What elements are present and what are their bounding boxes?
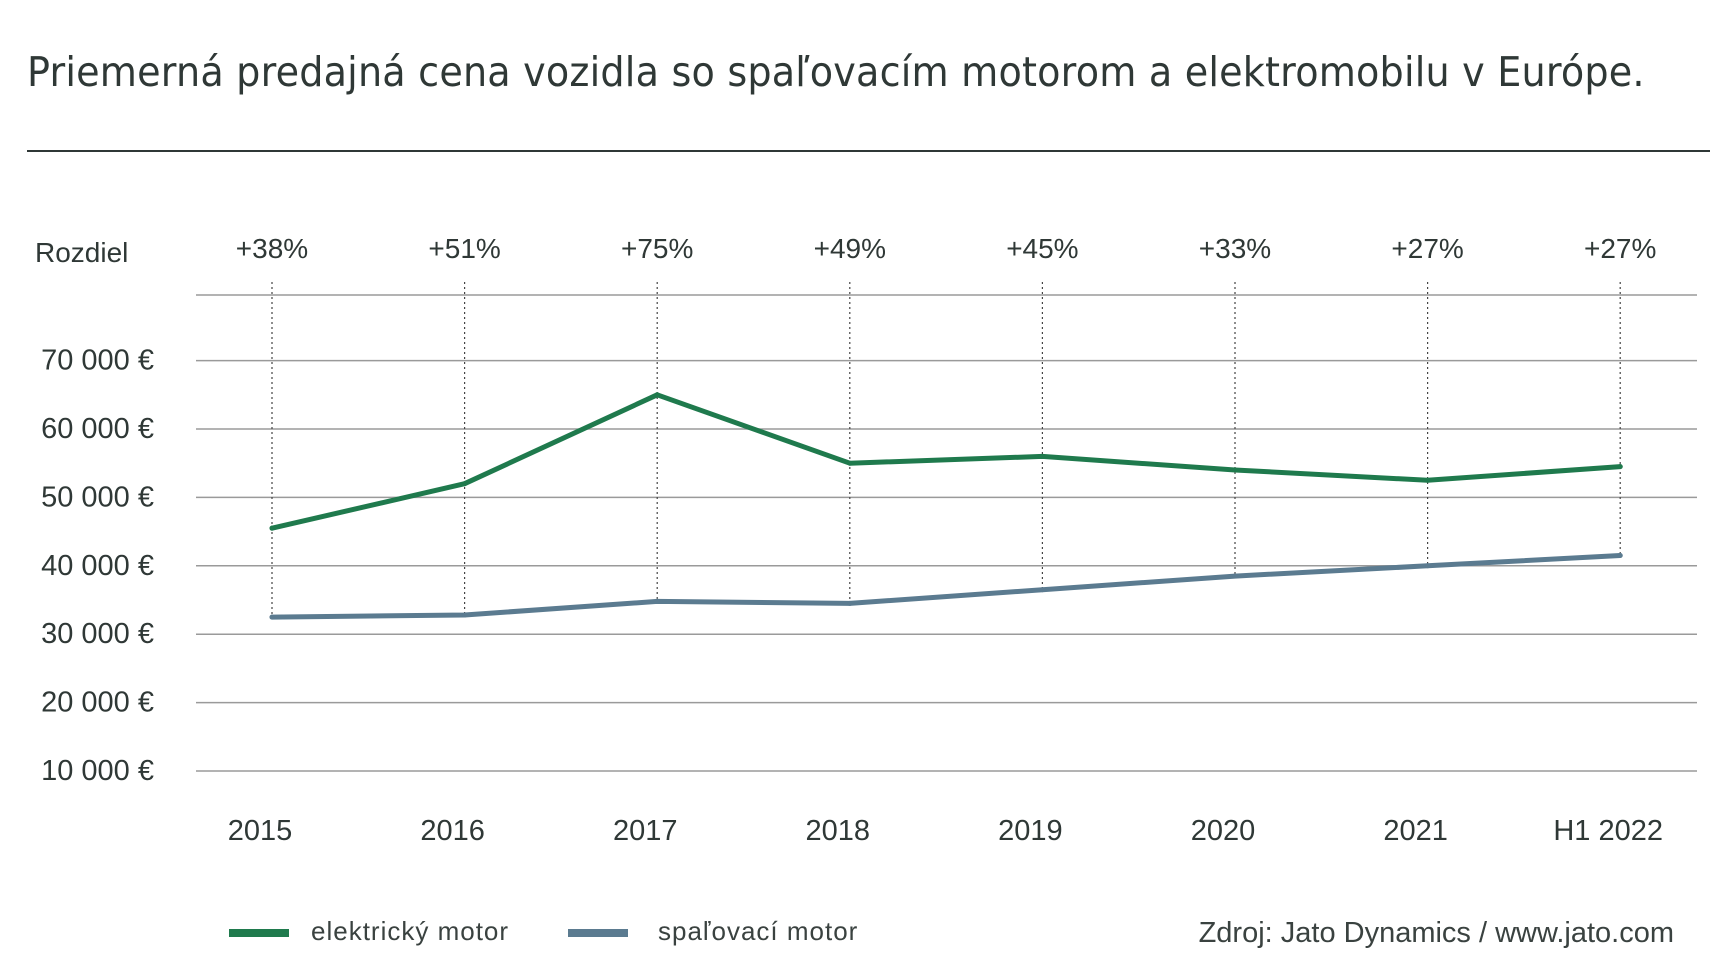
y-tick-label: 60 000 €	[41, 413, 154, 445]
x-tick-label: 2020	[1191, 815, 1256, 847]
data-point-combustion	[1039, 587, 1045, 593]
data-point-electric	[269, 525, 275, 531]
data-point-electric	[654, 392, 660, 398]
difference-heading: Rozdiel	[35, 237, 128, 268]
difference-label: +75%	[621, 233, 693, 264]
y-tick-label: 70 000 €	[41, 345, 154, 377]
x-tick-label: 2017	[613, 815, 678, 847]
difference-label: +27%	[1584, 233, 1656, 264]
line-chart: 10 000 € 20 000 € 30 000 € 40 000 € 50 000 €…	[35, 233, 1697, 847]
y-tick-label: 20 000 €	[41, 687, 154, 719]
x-tick-label: 2015	[228, 815, 293, 847]
data-point-combustion	[269, 614, 275, 620]
data-point-electric	[1039, 453, 1045, 459]
legend-label-combustion: spaľovací motor	[658, 916, 859, 946]
y-tick-label: 10 000 €	[41, 755, 154, 787]
legend-swatch-electric	[229, 929, 289, 937]
difference-label: +38%	[236, 233, 308, 264]
difference-label: +27%	[1391, 233, 1463, 264]
x-tick-label: H1 2022	[1553, 815, 1663, 847]
data-point-combustion	[847, 600, 853, 606]
legend-swatch-combustion	[568, 929, 628, 937]
x-tick-label: 2018	[806, 815, 871, 847]
data-point-combustion	[654, 598, 660, 604]
difference-label: +51%	[428, 233, 500, 264]
data-point-combustion	[1617, 553, 1623, 559]
legend-label-electric: elektrický motor	[311, 916, 510, 946]
source-credit: Zdroj: Jato Dynamics / www.jato.com	[1198, 917, 1674, 949]
data-point-electric	[847, 460, 853, 466]
series-line-electric	[269, 392, 1623, 531]
data-point-electric	[1617, 464, 1623, 470]
data-point-electric	[1425, 477, 1431, 483]
difference-label: +45%	[1006, 233, 1078, 264]
chart-title: Priemerná predajná cena vozidla so spaľo…	[27, 48, 1645, 96]
data-point-combustion	[1425, 563, 1431, 569]
y-tick-label: 50 000 €	[41, 481, 154, 513]
difference-label: +49%	[814, 233, 886, 264]
x-tick-label: 2021	[1383, 815, 1448, 847]
x-tick-label: 2019	[998, 815, 1063, 847]
data-point-electric	[462, 481, 468, 487]
data-point-combustion	[1232, 573, 1238, 579]
data-point-combustion	[462, 612, 468, 618]
difference-label: +33%	[1199, 233, 1271, 264]
y-tick-label: 30 000 €	[41, 618, 154, 650]
series-line-combustion	[269, 553, 1623, 620]
title-divider	[27, 150, 1710, 152]
x-tick-label: 2016	[420, 815, 485, 847]
data-point-electric	[1232, 467, 1238, 473]
y-tick-label: 40 000 €	[41, 550, 154, 582]
